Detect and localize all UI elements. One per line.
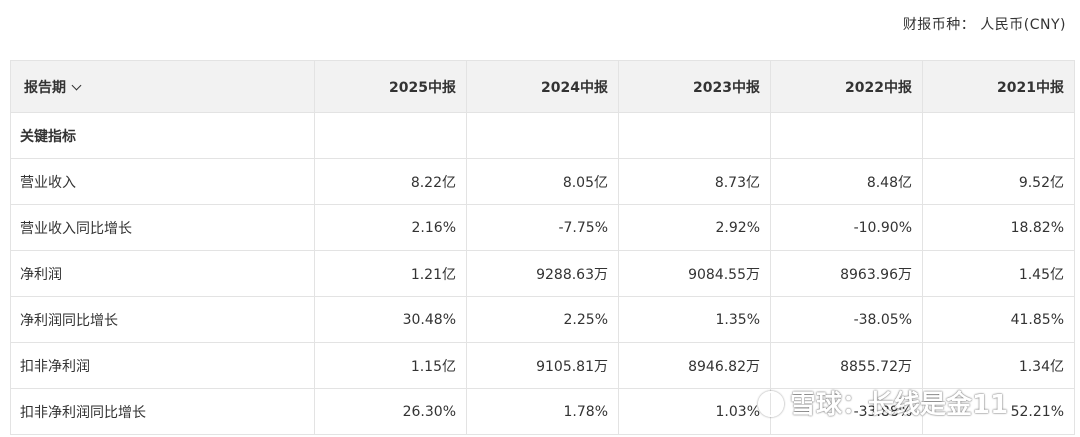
table-cell: 9105.81万 xyxy=(466,342,619,389)
table-cell: 1.45亿 xyxy=(922,250,1075,297)
row-label: 扣非净利润 xyxy=(10,342,315,389)
table-cell: 2.16% xyxy=(314,204,467,251)
empty-cell xyxy=(466,112,619,159)
report-period-dropdown[interactable]: 报告期 xyxy=(10,60,315,113)
table-cell: 1.35% xyxy=(618,296,771,343)
financial-table-container: 报告期 2025中报 2024中报 2023中报 2022中报 2021中报 关… xyxy=(10,60,1075,435)
column-header: 2022中报 xyxy=(770,60,923,113)
currency-label: 财报币种： 人民币(CNY) xyxy=(902,17,1066,33)
table-row: 营业收入 8.22亿 8.05亿 8.73亿 8.48亿 9.52亿 xyxy=(10,158,1075,205)
column-header: 2024中报 xyxy=(466,60,619,113)
table-cell: 8.48亿 xyxy=(770,158,923,205)
table-header-row: 报告期 2025中报 2024中报 2023中报 2022中报 2021中报 xyxy=(10,60,1075,113)
table-cell: -10.90% xyxy=(770,204,923,251)
row-label: 扣非净利润同比增长 xyxy=(10,388,315,435)
empty-cell xyxy=(770,112,923,159)
table-cell: 9084.55万 xyxy=(618,250,771,297)
table-cell: 1.21亿 xyxy=(314,250,467,297)
empty-cell xyxy=(314,112,467,159)
table-cell: -7.75% xyxy=(466,204,619,251)
empty-cell xyxy=(922,112,1075,159)
row-label: 净利润同比增长 xyxy=(10,296,315,343)
table-cell: -38.05% xyxy=(770,296,923,343)
table-cell: 8.05亿 xyxy=(466,158,619,205)
report-period-label: 报告期 xyxy=(24,79,66,96)
table-cell: 26.30% xyxy=(314,388,467,435)
table-cell: 2.25% xyxy=(466,296,619,343)
table-row: 扣非净利润同比增长 26.30% 1.78% 1.03% -33.88% 52.… xyxy=(10,388,1075,435)
column-header: 2021中报 xyxy=(922,60,1075,113)
table-cell: 8.73亿 xyxy=(618,158,771,205)
column-header: 2023中报 xyxy=(618,60,771,113)
financial-indicators-table: 报告期 2025中报 2024中报 2023中报 2022中报 2021中报 关… xyxy=(10,60,1075,435)
table-cell: 52.21% xyxy=(922,388,1075,435)
row-label: 净利润 xyxy=(10,250,315,297)
table-cell: 1.34亿 xyxy=(922,342,1075,389)
table-cell: 1.15亿 xyxy=(314,342,467,389)
table-cell: 9288.63万 xyxy=(466,250,619,297)
section-title: 关键指标 xyxy=(10,112,315,159)
table-cell: 9.52亿 xyxy=(922,158,1075,205)
table-cell: 8855.72万 xyxy=(770,342,923,389)
table-row: 净利润 1.21亿 9288.63万 9084.55万 8963.96万 1.4… xyxy=(10,250,1075,297)
table-row: 扣非净利润 1.15亿 9105.81万 8946.82万 8855.72万 1… xyxy=(10,342,1075,389)
table-cell: 8963.96万 xyxy=(770,250,923,297)
table-row: 营业收入同比增长 2.16% -7.75% 2.92% -10.90% 18.8… xyxy=(10,204,1075,251)
table-cell: 30.48% xyxy=(314,296,467,343)
table-cell: 2.92% xyxy=(618,204,771,251)
column-header: 2025中报 xyxy=(314,60,467,113)
chevron-down-icon xyxy=(71,80,82,90)
table-cell: 1.03% xyxy=(618,388,771,435)
section-row: 关键指标 xyxy=(10,112,1075,159)
row-label: 营业收入 xyxy=(10,158,315,205)
table-cell: 1.78% xyxy=(466,388,619,435)
table-cell: 8.22亿 xyxy=(314,158,467,205)
table-cell: 8946.82万 xyxy=(618,342,771,389)
table-cell: 18.82% xyxy=(922,204,1075,251)
row-label: 营业收入同比增长 xyxy=(10,204,315,251)
table-row: 净利润同比增长 30.48% 2.25% 1.35% -38.05% 41.85… xyxy=(10,296,1075,343)
table-cell: -33.88% xyxy=(770,388,923,435)
table-cell: 41.85% xyxy=(922,296,1075,343)
empty-cell xyxy=(618,112,771,159)
